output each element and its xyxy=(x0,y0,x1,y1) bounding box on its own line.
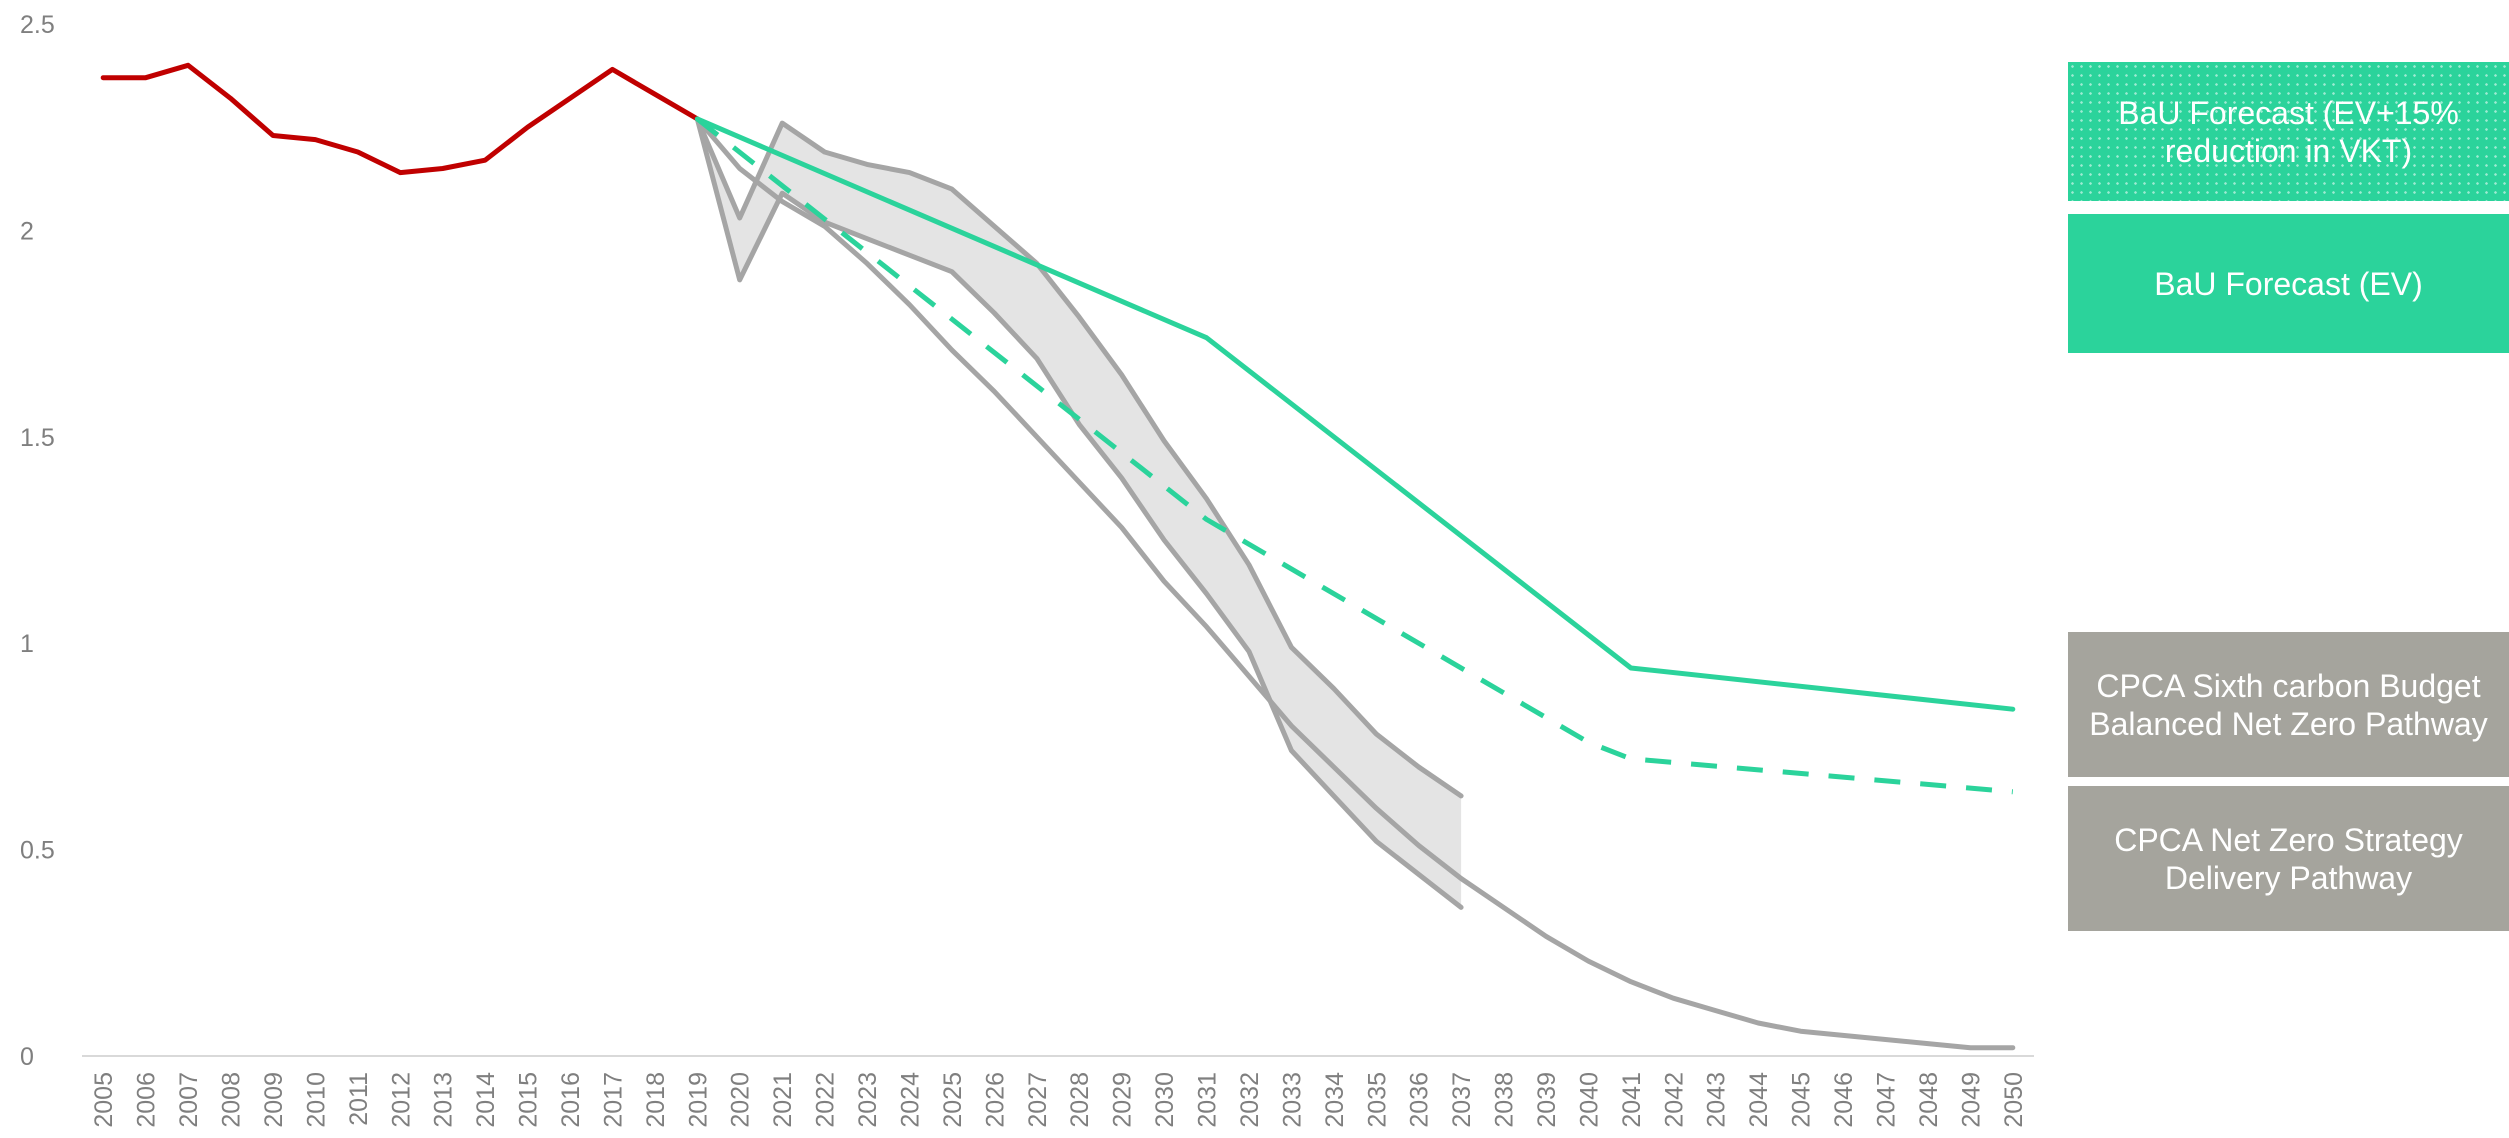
x-tick-label: 2030 xyxy=(1151,1072,1179,1128)
x-tick-label: 2008 xyxy=(218,1072,246,1128)
x-tick-label: 2044 xyxy=(1745,1072,1773,1128)
sixth-budget-range-band xyxy=(697,118,1462,908)
x-tick-label: 2048 xyxy=(1915,1072,1943,1128)
y-tick-label: 1 xyxy=(20,630,34,658)
series-line-cpca-nzs xyxy=(694,116,2016,1051)
x-tick-label: 2033 xyxy=(1278,1072,1306,1128)
x-tick-label: 2014 xyxy=(472,1072,500,1128)
x-tick-label: 2031 xyxy=(1194,1072,1222,1128)
legend-item-cpca-net-zero-strategy: CPCA Net Zero Strategy Delivery Pathway xyxy=(2068,786,2509,931)
x-tick-label: 2020 xyxy=(727,1072,755,1128)
x-tick-label: 2012 xyxy=(387,1072,415,1128)
x-tick-label: 2045 xyxy=(1788,1072,1816,1128)
series-line-bau-ev-vkt xyxy=(695,116,2014,795)
x-tick-label: 2011 xyxy=(345,1072,373,1126)
x-tick-label: 2043 xyxy=(1703,1072,1731,1128)
x-tick-label: 2037 xyxy=(1448,1072,1476,1128)
x-tick-label: 2036 xyxy=(1406,1072,1434,1128)
x-tick-label: 2047 xyxy=(1872,1072,1900,1128)
range-fill xyxy=(697,118,1462,908)
x-tick-label: 2013 xyxy=(430,1072,458,1128)
y-tick-label: 0 xyxy=(20,1043,34,1071)
x-tick-label: 2039 xyxy=(1533,1072,1561,1128)
x-tick-label: 2050 xyxy=(2000,1072,2028,1128)
x-tick-label: 2021 xyxy=(769,1072,797,1128)
chart-series xyxy=(100,62,2016,1051)
x-tick-label: 2042 xyxy=(1660,1072,1688,1128)
x-tick-label: 2028 xyxy=(1066,1072,1094,1128)
x-tick-label: 2005 xyxy=(90,1072,118,1128)
x-tick-label: 2046 xyxy=(1830,1072,1858,1128)
y-tick-label: 2 xyxy=(20,217,34,245)
x-tick-label: 2022 xyxy=(812,1072,840,1128)
x-tick-label: 2019 xyxy=(684,1072,712,1128)
legend-item-cpca-sixth-budget: CPCA Sixth carbon Budget Balanced Net Ze… xyxy=(2068,632,2509,777)
x-tick-label: 2015 xyxy=(515,1072,543,1128)
x-tick-label: 2034 xyxy=(1321,1072,1349,1128)
x-tick-label: 2038 xyxy=(1491,1072,1519,1128)
x-tick-label: 2025 xyxy=(939,1072,967,1128)
legend-item-bau-ev-vkt: BaU Forecast (EV+15% reduction in VKT) xyxy=(2068,62,2509,201)
series-line-cpca-sixth-upper xyxy=(694,116,1464,799)
x-tick-label: 2041 xyxy=(1618,1072,1646,1128)
x-tick-label: 2035 xyxy=(1363,1072,1391,1128)
x-tick-label: 2006 xyxy=(133,1072,161,1128)
x-tick-label: 2010 xyxy=(302,1072,330,1128)
chart-axes: 0 0.5 1 1.5 2 2.5 2005 2006 2007 2008 2009 2010 2011… xyxy=(20,11,2034,1128)
x-tick-label: 2007 xyxy=(175,1072,203,1128)
x-tick-label: 2016 xyxy=(557,1072,585,1128)
x-tick-label: 2024 xyxy=(896,1072,924,1128)
series-line-bau-ev xyxy=(694,116,2016,712)
x-tick-label: 2018 xyxy=(642,1072,670,1128)
legend-item-bau-ev: BaU Forecast (EV) xyxy=(2068,214,2509,353)
y-tick-label: 0.5 xyxy=(20,837,55,865)
x-tick-label: 2029 xyxy=(1109,1072,1137,1128)
y-tick-label: 1.5 xyxy=(20,424,55,452)
x-tick-label: 2023 xyxy=(854,1072,882,1128)
x-tick-label: 2040 xyxy=(1575,1072,1603,1128)
y-tick-label: 2.5 xyxy=(20,11,55,39)
series-line-historic xyxy=(100,62,700,176)
x-tick-label: 2017 xyxy=(599,1072,627,1128)
x-tick-label: 2049 xyxy=(1957,1072,1985,1128)
x-tick-label: 2026 xyxy=(981,1072,1009,1128)
x-tick-label: 2009 xyxy=(260,1072,288,1128)
x-tick-label: 2032 xyxy=(1236,1072,1264,1128)
x-tick-label: 2027 xyxy=(1024,1072,1052,1128)
